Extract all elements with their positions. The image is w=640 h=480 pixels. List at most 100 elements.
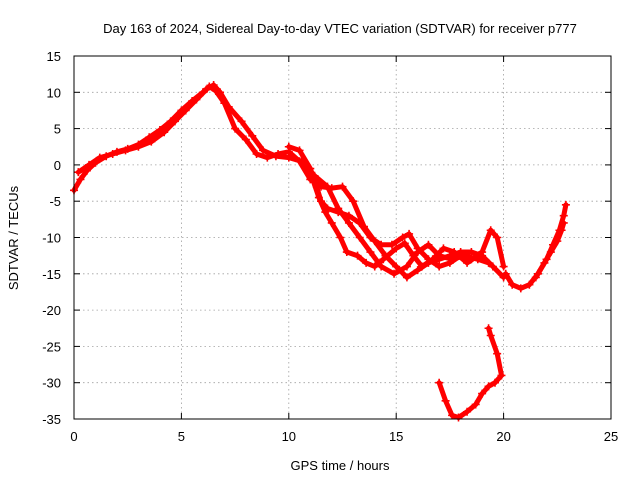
- data-point: [424, 240, 433, 249]
- series-line: [436, 325, 504, 420]
- data-point: [203, 84, 212, 93]
- data-point: [553, 237, 562, 246]
- y-axis-ticks: -35 -30 -25 -20 -15 -10 -5 0 5 10 15: [42, 49, 611, 427]
- data-point: [170, 117, 179, 126]
- data-point: [405, 229, 414, 238]
- data-point: [413, 266, 422, 275]
- data-point: [342, 248, 351, 257]
- data-point: [370, 262, 379, 271]
- data-point: [284, 142, 293, 151]
- data-series: [70, 81, 570, 422]
- x-axis-ticks: 0 5 10 15 20 25: [70, 56, 618, 444]
- data-point: [493, 233, 502, 242]
- data-point: [366, 248, 375, 257]
- data-point: [353, 251, 362, 260]
- y-tick-label: -30: [42, 376, 61, 391]
- chart-title: Day 163 of 2024, Sidereal Day-to-day VTE…: [103, 21, 577, 36]
- grid: [74, 56, 611, 419]
- data-point: [478, 248, 487, 257]
- data-point: [284, 153, 293, 162]
- series-track-d: [306, 168, 482, 271]
- data-point: [448, 411, 457, 420]
- data-point: [409, 251, 418, 260]
- y-tick-label: 0: [54, 158, 61, 173]
- y-tick-label: 10: [47, 85, 61, 100]
- data-point: [377, 240, 386, 249]
- series-track-f: [531, 218, 568, 282]
- data-point: [344, 218, 353, 227]
- data-point: [488, 262, 497, 271]
- data-point: [224, 102, 233, 111]
- data-point: [121, 146, 130, 155]
- data-point: [349, 197, 358, 206]
- series-line: [533, 220, 567, 280]
- data-point: [314, 193, 323, 202]
- data-point: [392, 244, 401, 253]
- data-point: [336, 233, 345, 242]
- data-point: [216, 88, 225, 97]
- y-tick-label: -20: [42, 303, 61, 318]
- data-point: [559, 218, 568, 227]
- y-tick-label: -35: [42, 412, 61, 427]
- data-point: [398, 233, 407, 242]
- x-tick-label: 5: [178, 429, 185, 444]
- series-track-b: [74, 81, 493, 278]
- data-point: [248, 131, 257, 140]
- data-point: [561, 200, 570, 209]
- data-point: [387, 240, 396, 249]
- data-point: [181, 106, 190, 115]
- data-point: [160, 128, 169, 137]
- data-point: [295, 146, 304, 155]
- data-point: [334, 208, 343, 217]
- data-point: [323, 182, 332, 191]
- data-point: [271, 152, 280, 161]
- data-point: [439, 244, 448, 253]
- x-tick-label: 25: [604, 429, 618, 444]
- data-point: [413, 244, 422, 253]
- data-point: [259, 146, 268, 155]
- data-point: [471, 400, 480, 409]
- data-point: [501, 269, 510, 278]
- data-point: [531, 273, 540, 282]
- data-point: [147, 137, 156, 146]
- y-axis-label: SDTVAR / TECUs: [6, 185, 21, 290]
- data-point: [484, 324, 493, 333]
- data-point: [435, 378, 444, 387]
- data-point: [557, 226, 566, 235]
- y-tick-label: 15: [47, 49, 61, 64]
- data-point: [441, 396, 450, 405]
- data-point: [355, 233, 364, 242]
- x-tick-label: 0: [70, 429, 77, 444]
- data-point: [231, 124, 240, 133]
- data-point: [445, 258, 454, 267]
- data-point: [400, 239, 409, 248]
- data-point: [450, 248, 459, 257]
- y-tick-label: -25: [42, 339, 61, 354]
- x-axis-label: GPS time / hours: [291, 458, 390, 473]
- y-tick-label: 5: [54, 122, 61, 137]
- data-point: [379, 255, 388, 264]
- data-point: [493, 349, 502, 358]
- data-point: [209, 81, 218, 90]
- data-point: [463, 258, 472, 267]
- data-point: [402, 273, 411, 282]
- data-point: [486, 226, 495, 235]
- data-point: [559, 211, 568, 220]
- data-point: [508, 280, 517, 289]
- data-point: [516, 284, 525, 293]
- y-tick-label: -5: [49, 194, 61, 209]
- data-point: [392, 262, 401, 271]
- data-point: [362, 258, 371, 267]
- data-point: [491, 378, 500, 387]
- data-point: [192, 95, 201, 104]
- data-point: [546, 248, 555, 257]
- data-point: [473, 251, 482, 260]
- data-point: [327, 218, 336, 227]
- data-point: [85, 160, 94, 169]
- x-tick-label: 10: [282, 429, 296, 444]
- data-point: [484, 382, 493, 391]
- data-point: [252, 150, 261, 159]
- data-point: [540, 258, 549, 267]
- data-point: [484, 258, 493, 267]
- data-point: [499, 262, 508, 271]
